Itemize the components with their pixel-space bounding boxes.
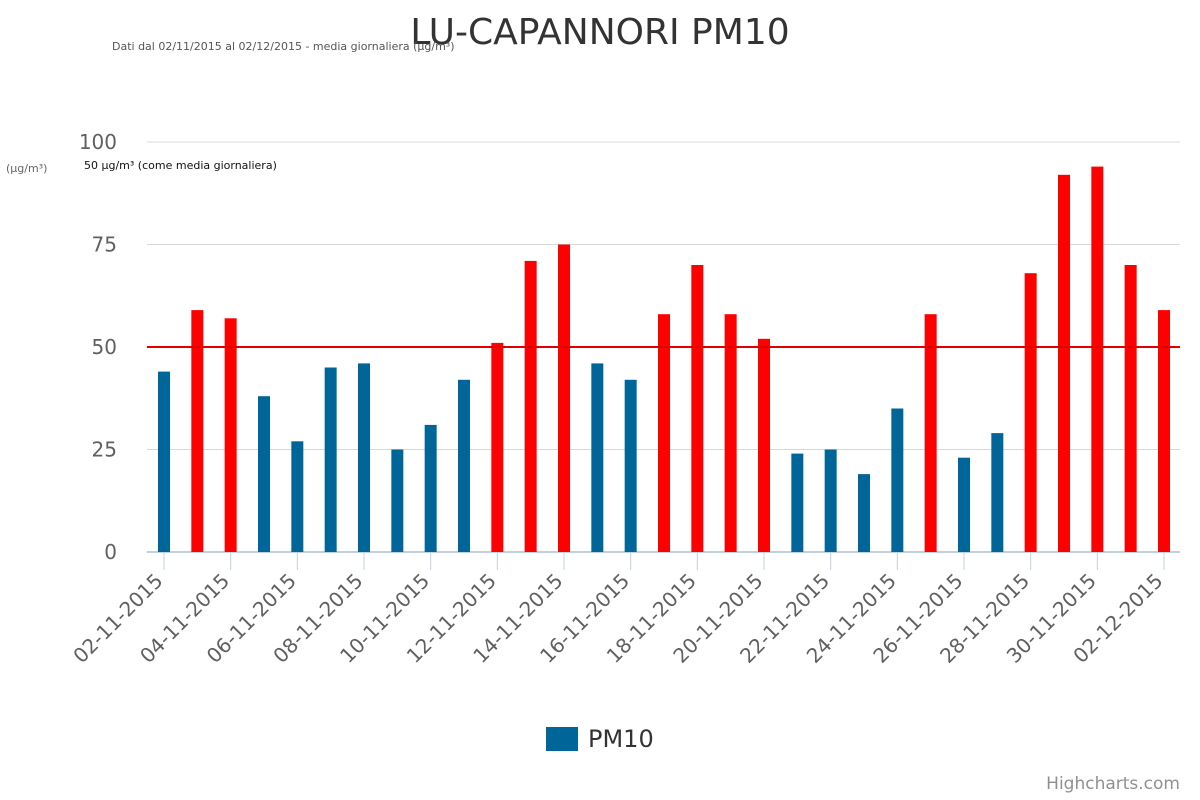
chart-subtitle: Dati dal 02/11/2015 al 02/12/2015 - medi… [112, 40, 455, 53]
bar [358, 363, 370, 552]
bar [658, 314, 670, 552]
bar [591, 363, 604, 552]
bar [1091, 166, 1104, 552]
credits-link[interactable]: Highcharts.com [1046, 774, 1180, 794]
bar [524, 260, 537, 552]
bar [224, 318, 237, 552]
legend[interactable]: PM10 [546, 724, 654, 754]
bar [824, 449, 837, 552]
y-tick-label: 100 [79, 130, 117, 154]
y-tick-label: 0 [104, 540, 117, 564]
bar [158, 371, 170, 552]
bar [691, 265, 704, 552]
bar [858, 474, 870, 552]
y-tick-label: 25 [92, 438, 117, 462]
bar [924, 314, 937, 552]
y-tick-label: 75 [92, 233, 117, 257]
legend-label: PM10 [588, 725, 654, 753]
legend-swatch [546, 727, 578, 751]
chart-title: LU-CAPANNORI PM10 [410, 12, 790, 53]
bar [958, 457, 970, 552]
bar [758, 338, 770, 552]
threshold-label: 50 µg/m³ (come media giornaliera) [84, 159, 277, 172]
y-axis-unit-label: (µg/m³) [6, 162, 48, 175]
bar [424, 424, 437, 552]
bar [1024, 273, 1037, 552]
bar [324, 367, 337, 552]
bar [624, 379, 637, 552]
bar [724, 314, 737, 552]
bar [191, 310, 204, 552]
bar [391, 449, 404, 552]
bar [491, 342, 504, 552]
bar [291, 441, 304, 552]
bar [891, 408, 904, 552]
bar [1158, 310, 1170, 552]
bar [1124, 265, 1137, 552]
y-tick-label: 50 [92, 335, 117, 359]
bar [558, 244, 570, 552]
bar [1058, 174, 1070, 553]
bar [791, 453, 804, 552]
bar [991, 433, 1004, 552]
bar [258, 396, 270, 552]
bar [458, 379, 470, 552]
